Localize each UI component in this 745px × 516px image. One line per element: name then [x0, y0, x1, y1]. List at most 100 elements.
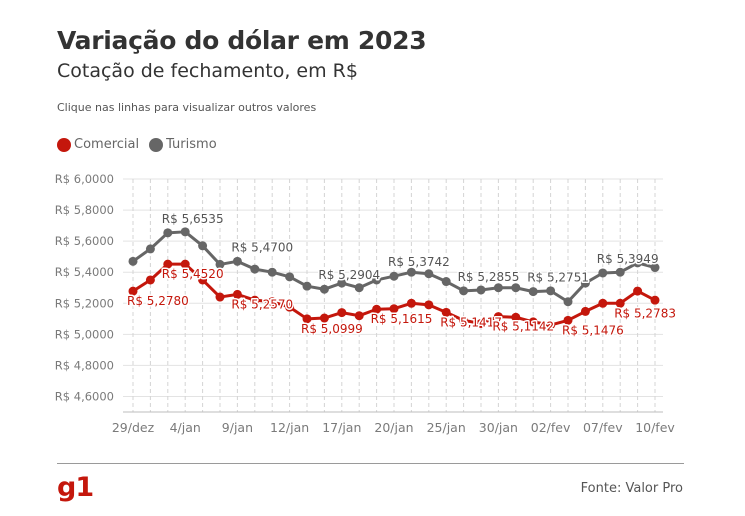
data-point-comercial[interactable]	[372, 304, 382, 314]
data-point-comercial[interactable]	[459, 315, 469, 325]
x-tick-label: 29/dez	[112, 420, 155, 435]
g1-logo: g1	[57, 472, 94, 503]
data-point-turismo[interactable]	[180, 227, 190, 237]
y-tick-label: R$ 5,8000	[55, 203, 114, 217]
data-point-comercial[interactable]	[528, 317, 538, 327]
data-point-turismo[interactable]	[615, 267, 625, 277]
data-point-comercial[interactable]	[302, 314, 312, 324]
data-point-turismo[interactable]	[563, 297, 573, 307]
data-point-comercial[interactable]	[546, 320, 556, 330]
data-point-turismo[interactable]	[476, 285, 486, 295]
data-point-turismo[interactable]	[215, 259, 225, 269]
data-point-turismo[interactable]	[163, 228, 173, 238]
data-point-comercial[interactable]	[145, 275, 155, 285]
x-tick-label: 02/fev	[531, 420, 571, 435]
data-point-turismo[interactable]	[354, 283, 364, 293]
data-point-turismo[interactable]	[580, 278, 590, 288]
data-point-turismo[interactable]	[598, 268, 608, 278]
y-tick-label: R$ 4,8000	[55, 358, 114, 372]
y-tick-label: R$ 5,2000	[55, 296, 114, 310]
data-label-halo: R$ 5,2904	[318, 268, 380, 282]
data-label-halo: R$ 5,1615	[371, 312, 433, 326]
data-point-turismo[interactable]	[389, 271, 399, 281]
data-label-halo: R$ 5,2780	[127, 294, 189, 308]
data-label: R$ 5,2855	[458, 270, 520, 284]
data-point-comercial[interactable]	[424, 300, 434, 310]
data-point-turismo[interactable]	[424, 269, 434, 279]
data-point-comercial[interactable]	[406, 298, 416, 308]
data-point-turismo[interactable]	[145, 244, 155, 254]
data-point-comercial[interactable]	[163, 259, 173, 269]
data-label: R$ 5,3949	[597, 252, 659, 266]
data-point-comercial[interactable]	[598, 298, 608, 308]
data-point-turismo[interactable]	[250, 264, 260, 274]
y-tick-label: R$ 5,6000	[55, 234, 114, 248]
legend-dot-comercial	[57, 137, 71, 152]
chart-subtitle: Cotação de fechamento, em R$	[57, 60, 358, 82]
data-point-turismo[interactable]	[406, 267, 416, 277]
data-point-turismo[interactable]	[267, 267, 277, 277]
data-point-turismo[interactable]	[459, 286, 469, 296]
data-point-comercial[interactable]	[389, 304, 399, 314]
data-point-comercial[interactable]	[441, 307, 451, 317]
data-point-comercial[interactable]	[232, 289, 242, 299]
data-point-turismo[interactable]	[198, 241, 208, 251]
data-point-comercial[interactable]	[511, 312, 521, 322]
data-point-turismo[interactable]	[441, 277, 451, 287]
data-label: R$ 5,0999	[301, 322, 363, 336]
data-point-turismo[interactable]	[650, 263, 660, 273]
data-point-comercial[interactable]	[285, 302, 295, 312]
data-point-turismo[interactable]	[493, 283, 503, 293]
data-point-comercial[interactable]	[580, 306, 590, 316]
data-point-turismo[interactable]	[302, 281, 312, 291]
data-label-halo: R$ 5,6535	[162, 212, 224, 226]
data-point-turismo[interactable]	[285, 272, 295, 282]
data-point-comercial[interactable]	[319, 313, 329, 323]
data-point-turismo[interactable]	[128, 256, 138, 266]
legend-label-turismo: Turismo	[166, 137, 217, 152]
data-point-comercial[interactable]	[633, 286, 643, 296]
data-point-comercial[interactable]	[180, 259, 190, 269]
x-tick-label: 10/fev	[635, 420, 675, 435]
data-point-comercial[interactable]	[615, 298, 625, 308]
data-label: R$ 5,2570	[231, 297, 293, 311]
data-point-comercial[interactable]	[128, 286, 138, 296]
data-point-turismo[interactable]	[528, 287, 538, 297]
legend-item-comercial[interactable]: Comercial	[57, 137, 139, 152]
footer-divider	[57, 463, 684, 464]
data-point-comercial[interactable]	[198, 275, 208, 285]
data-label: R$ 5,2780	[127, 294, 189, 308]
data-point-turismo[interactable]	[337, 278, 347, 288]
data-label: R$ 5,1476	[562, 323, 624, 337]
data-point-turismo[interactable]	[511, 283, 521, 293]
legend-item-turismo[interactable]: Turismo	[149, 137, 217, 152]
data-point-comercial[interactable]	[354, 311, 364, 321]
data-point-turismo[interactable]	[633, 258, 643, 268]
data-point-comercial[interactable]	[267, 297, 277, 307]
source-note: Fonte: Valor Pro	[580, 481, 683, 496]
data-point-comercial[interactable]	[476, 318, 486, 328]
data-point-comercial[interactable]	[563, 315, 573, 325]
data-label-halo: R$ 5,1142	[492, 320, 554, 334]
data-label: R$ 5,4700	[231, 240, 293, 254]
data-point-comercial[interactable]	[650, 295, 660, 305]
data-point-comercial[interactable]	[337, 308, 347, 318]
x-tick-label: 9/jan	[222, 420, 253, 435]
data-label-halo: R$ 5,2783	[614, 306, 676, 320]
legend-dot-turismo	[149, 137, 164, 152]
data-label-halo: R$ 5,1417	[440, 315, 502, 329]
data-label-halo: R$ 5,4520	[162, 267, 224, 281]
data-point-turismo[interactable]	[372, 275, 382, 285]
data-point-comercial[interactable]	[215, 292, 225, 302]
data-point-turismo[interactable]	[319, 284, 329, 294]
data-point-comercial[interactable]	[250, 295, 260, 305]
x-tick-label: 4/jan	[170, 420, 201, 435]
data-point-turismo[interactable]	[546, 286, 556, 296]
data-label-halo: R$ 5,2751	[527, 271, 589, 285]
data-point-comercial[interactable]	[493, 312, 503, 322]
data-label-halo: R$ 5,4700	[231, 240, 293, 254]
legend-label-comercial: Comercial	[74, 137, 140, 152]
data-label: R$ 5,6535	[162, 212, 224, 226]
data-label-halo: R$ 5,3949	[597, 252, 659, 266]
data-point-turismo[interactable]	[232, 256, 242, 266]
